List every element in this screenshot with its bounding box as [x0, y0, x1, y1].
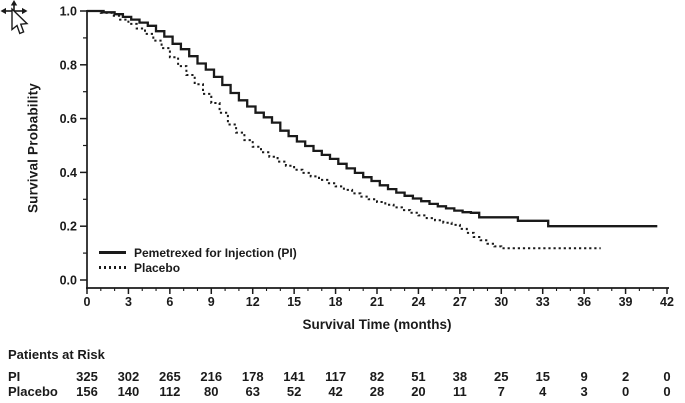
legend-label: Placebo	[134, 260, 181, 275]
y-axis-title: Survival Probability	[25, 82, 41, 214]
risk-count: 28	[370, 384, 384, 399]
x-tick-label: 9	[208, 295, 215, 309]
x-tick-label: 33	[536, 295, 550, 309]
y-tick-label: 0.2	[60, 220, 77, 234]
x-tick-label: 42	[660, 295, 674, 309]
risk-count: 52	[287, 384, 301, 399]
cursor-overlay	[0, 0, 29, 35]
survival-curve-placebo	[87, 10, 601, 250]
risk-count: 0	[663, 384, 670, 399]
x-tick-label: 21	[370, 295, 384, 309]
risk-count: 11	[453, 384, 467, 399]
x-axis-title: Survival Time (months)	[302, 317, 452, 332]
risk-row-label-placebo: Placebo	[8, 384, 58, 399]
x-tick-label: 6	[166, 295, 173, 309]
risk-count: 42	[328, 384, 342, 399]
x-tick-label: 15	[287, 295, 301, 309]
y-tick-label: 1.0	[60, 5, 77, 19]
risk-count: 4	[539, 384, 547, 399]
risk-count: 140	[118, 384, 140, 399]
pointer-cursor-icon	[11, 7, 29, 35]
risk-count: 0	[622, 384, 629, 399]
risk-count: 7	[498, 384, 505, 399]
risk-count: 51	[411, 369, 425, 384]
x-tick-label: 36	[577, 295, 591, 309]
legend-item-pemetrexed: Pemetrexed for Injection (PI)	[99, 245, 297, 260]
y-tick-label: 0.4	[60, 166, 77, 180]
risk-count: 141	[283, 369, 305, 384]
risk-count: 9	[581, 369, 588, 384]
risk-count: 112	[159, 384, 180, 399]
risk-row-label-pi: PI	[8, 369, 21, 384]
risk-count: 117	[325, 369, 346, 384]
solid-line-swatch-icon	[99, 251, 126, 254]
survival-curve-pemetrexed	[87, 9, 658, 228]
risk-count: 302	[118, 369, 140, 384]
risk-count: 216	[200, 369, 222, 384]
y-tick-label: 0.6	[60, 112, 77, 126]
x-tick-label: 39	[619, 295, 633, 309]
risk-count: 82	[370, 369, 384, 384]
y-tick-label: 0.0	[60, 274, 77, 288]
risk-count: 15	[535, 369, 549, 384]
legend: Pemetrexed for Injection (PI) Placebo	[99, 245, 297, 275]
risk-count: 0	[663, 369, 670, 384]
y-tick-label: 0.8	[60, 58, 77, 72]
legend-label: Pemetrexed for Injection (PI)	[134, 245, 297, 260]
risk-count: 20	[411, 384, 425, 399]
x-tick-label: 12	[246, 295, 260, 309]
x-tick-label: 18	[329, 295, 343, 309]
risk-count: 178	[242, 369, 264, 384]
x-tick-label: 0	[84, 295, 91, 309]
risk-count: 25	[494, 369, 508, 384]
legend-item-placebo: Placebo	[99, 260, 297, 275]
x-tick-label: 27	[453, 295, 467, 309]
risk-table-title: Patients at Risk	[8, 347, 105, 362]
x-tick-label: 3	[125, 295, 132, 309]
dotted-line-swatch-icon	[99, 266, 126, 269]
risk-count: 325	[76, 369, 98, 384]
risk-count: 63	[245, 384, 259, 399]
risk-count: 80	[204, 384, 218, 399]
risk-count: 265	[159, 369, 181, 384]
x-tick-label: 24	[411, 295, 425, 309]
risk-count: 38	[453, 369, 467, 384]
risk-count: 2	[622, 369, 629, 384]
risk-count: 3	[581, 384, 588, 399]
x-tick-label: 30	[494, 295, 508, 309]
risk-count: 156	[76, 384, 98, 399]
